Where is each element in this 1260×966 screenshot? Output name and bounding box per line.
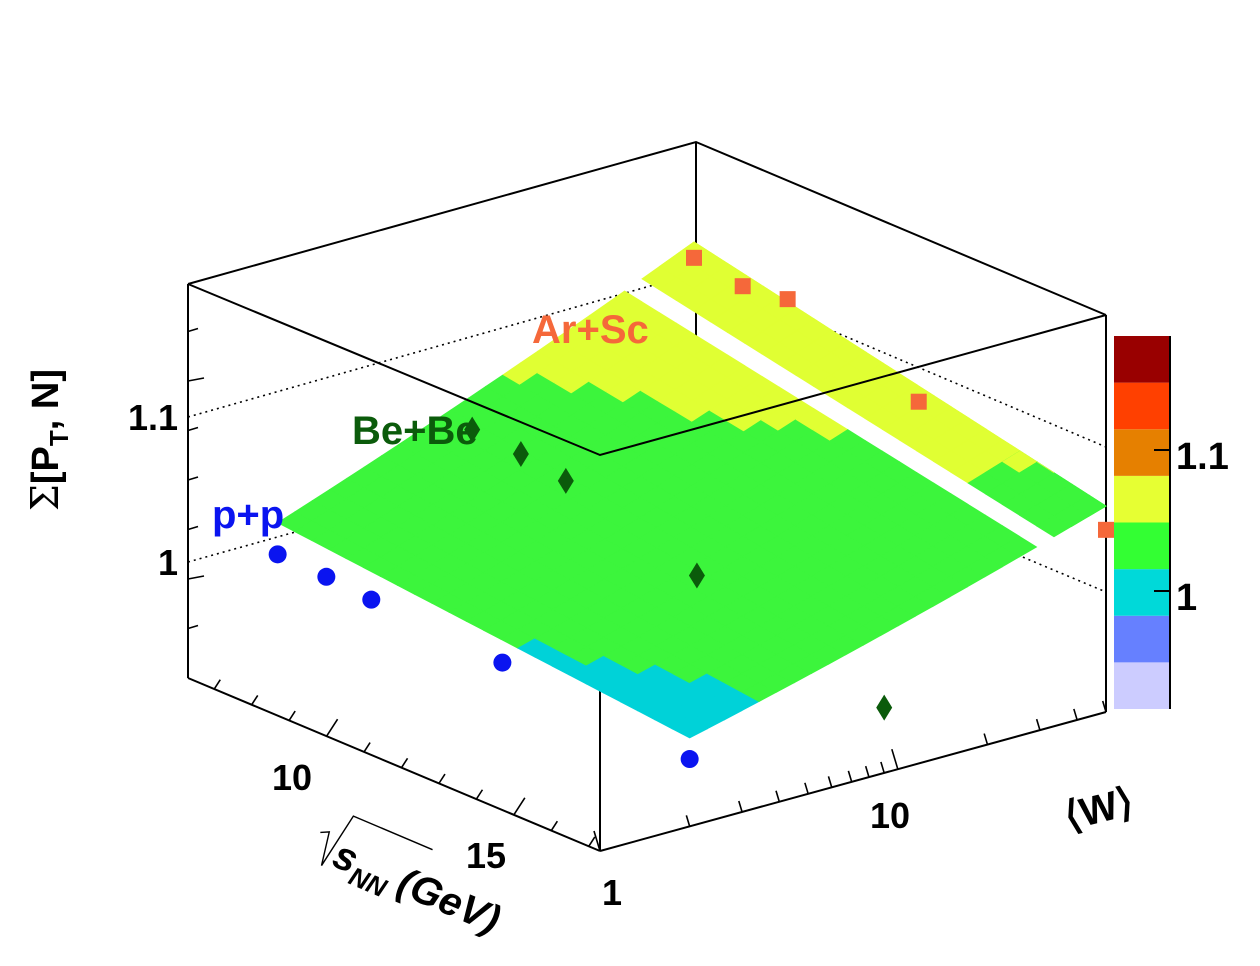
marker-pp xyxy=(268,545,287,564)
x-tick xyxy=(438,773,446,784)
marker-bebe xyxy=(557,467,574,494)
x-tick xyxy=(213,679,221,690)
x-tick xyxy=(588,836,596,847)
y-tick xyxy=(593,830,601,852)
z-tick xyxy=(187,525,199,531)
colorbar-cell xyxy=(1114,662,1170,709)
colorbar xyxy=(1114,336,1171,709)
marker-arsc xyxy=(686,249,702,266)
z-axis-title-main: [P xyxy=(25,446,67,484)
marker-arsc xyxy=(910,393,927,410)
z-tick-label: 1.1 xyxy=(128,397,178,438)
marker-arsc xyxy=(734,278,751,295)
x-axis-title: sNN(GeV) xyxy=(320,815,507,942)
colorbar-cell xyxy=(1114,615,1170,663)
z-tick xyxy=(187,575,205,580)
z-tick xyxy=(187,426,199,432)
y-tick xyxy=(685,815,691,827)
colorbar-tick-label: 1.1 xyxy=(1176,436,1229,478)
axis-box-front xyxy=(187,283,1107,457)
marker-arsc xyxy=(1098,521,1114,538)
y-tick xyxy=(1073,708,1078,721)
marker-pp xyxy=(680,750,699,769)
y-tick-label: 10 xyxy=(870,795,910,836)
surface xyxy=(276,241,1107,739)
y-tick xyxy=(1101,700,1107,713)
y-tick xyxy=(864,765,870,778)
series-label-arsc: Ar+Sc xyxy=(532,308,649,352)
z-tick-label: 1 xyxy=(158,542,178,583)
x-tick xyxy=(325,718,339,737)
z-axis-title-tail: , N] xyxy=(25,369,67,430)
z-tick xyxy=(187,327,199,333)
y-tick xyxy=(775,790,781,802)
y-tick xyxy=(891,748,899,770)
y-tick xyxy=(804,782,809,795)
svg-text:Σ[PT, N]: Σ[PT, N] xyxy=(23,369,74,511)
x-tick xyxy=(475,789,484,800)
colorbar-cell xyxy=(1114,569,1170,616)
marker-pp xyxy=(317,567,336,586)
marker-bebe xyxy=(464,416,481,443)
colorbar-cell xyxy=(1114,429,1170,476)
y-tick xyxy=(1035,718,1041,731)
z-axis-title: Σ[PT, N] xyxy=(23,369,74,511)
z-tick xyxy=(187,377,205,382)
series-label-bebe: Be+Be xyxy=(352,409,478,453)
x-tick xyxy=(288,710,296,721)
x-tick xyxy=(513,797,526,816)
y-tick-label: 1 xyxy=(602,872,622,913)
y-axis-title: ⟨W⟩ xyxy=(1060,780,1138,839)
series-label-pp: p+p xyxy=(212,493,284,537)
y-tick xyxy=(983,733,989,745)
marker-arsc xyxy=(779,291,796,308)
y-tick xyxy=(880,761,885,774)
y-tick xyxy=(738,800,743,813)
x-tick xyxy=(550,820,559,831)
colorbar-cell xyxy=(1114,382,1170,430)
z-axis-title-sub: T xyxy=(44,430,74,446)
marker-bebe xyxy=(876,694,893,721)
y-tick xyxy=(847,770,853,783)
axis-ticks xyxy=(187,327,1107,852)
colorbar-cell xyxy=(1114,522,1170,570)
x-tick xyxy=(363,742,371,753)
x-tick xyxy=(400,757,409,769)
surface-patch xyxy=(1001,535,1038,558)
x-tick-label: 15 xyxy=(466,835,506,876)
x-tick-label: 10 xyxy=(272,757,312,798)
x-tick xyxy=(251,694,259,706)
data-markers xyxy=(268,249,1114,769)
marker-pp xyxy=(493,653,512,672)
z-tick xyxy=(187,624,199,630)
z-axis-title-sigma: Σ xyxy=(23,484,67,511)
axis-box xyxy=(187,140,1107,852)
colorbar-tick-label: 1 xyxy=(1176,577,1197,619)
colorbar-cell xyxy=(1114,336,1170,383)
sqrt-symbol xyxy=(320,815,433,866)
marker-pp xyxy=(362,590,381,609)
colorbar-cell xyxy=(1114,475,1170,523)
marker-bebe xyxy=(688,562,705,589)
y-tick xyxy=(827,776,833,788)
z-tick xyxy=(187,476,199,481)
surface-patch xyxy=(1088,494,1107,507)
marker-bebe xyxy=(512,441,529,468)
